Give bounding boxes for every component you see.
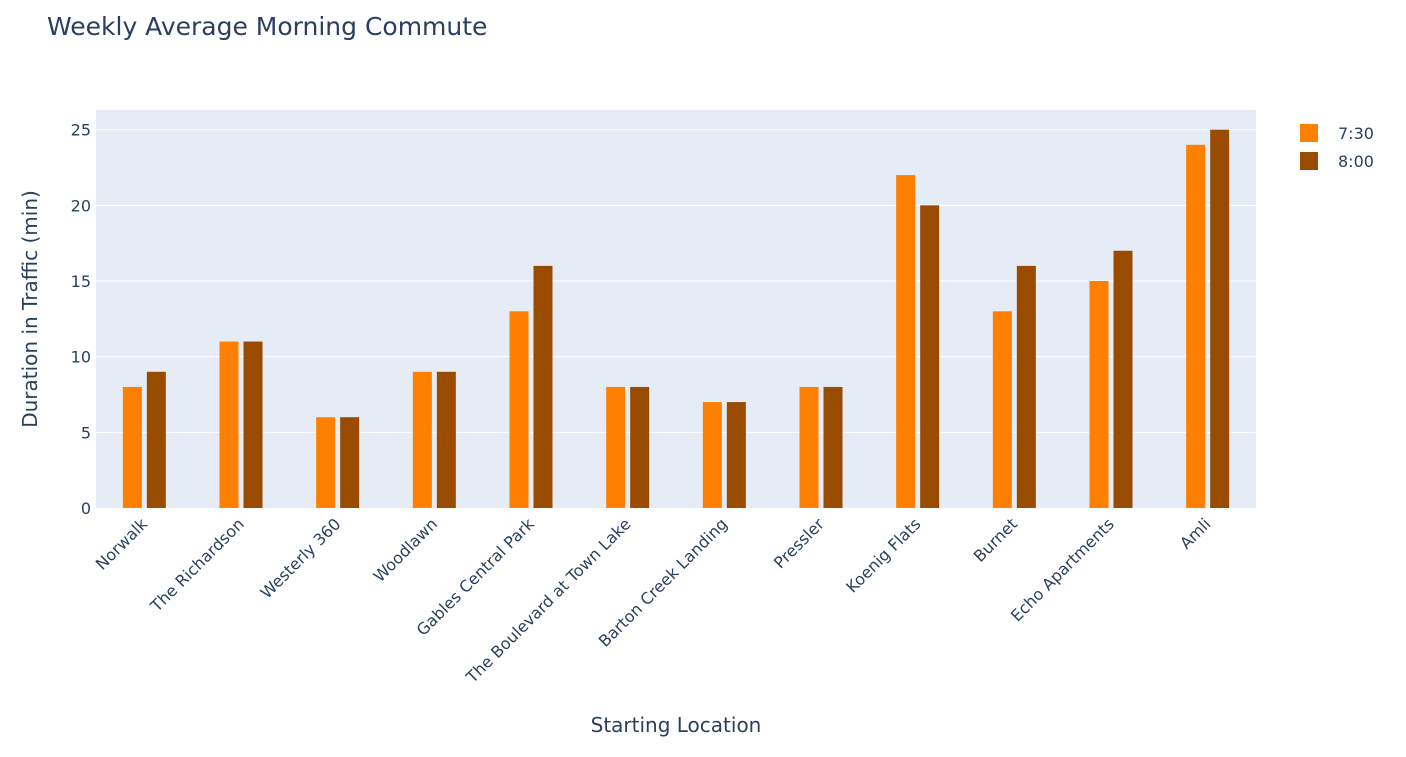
y-tick-labels: 0 5 10 15 20 25 (71, 121, 91, 518)
y-axis-title: Duration in Traffic (min) (18, 190, 42, 428)
y-tick-label: 0 (81, 499, 91, 518)
gridlines (96, 129, 1256, 433)
y-tick-label: 5 (81, 423, 91, 442)
bar-0800[interactable] (340, 417, 360, 508)
bar-0800[interactable] (436, 371, 456, 508)
bar-0800[interactable] (146, 371, 166, 508)
x-tick-label: The Richardson (146, 514, 248, 616)
bar-0730[interactable] (122, 386, 142, 508)
bar-0730[interactable] (799, 386, 819, 508)
bar-0730[interactable] (896, 175, 916, 508)
x-tick-label: Burnet (970, 514, 1021, 565)
bar-0800[interactable] (726, 402, 746, 508)
y-tick-label: 10 (71, 348, 91, 367)
legend-label: 7:30 (1338, 124, 1374, 143)
bar-0800[interactable] (920, 205, 940, 508)
y-tick-label: 25 (71, 121, 91, 140)
x-tick-label: Amli (1176, 514, 1214, 552)
x-tick-label: Westerly 360 (257, 514, 345, 602)
plot-background (96, 110, 1256, 508)
bar-0730[interactable] (219, 341, 239, 508)
y-tick-label: 15 (71, 272, 91, 291)
x-axis-title: Starting Location (591, 713, 762, 737)
y-tick-label: 20 (71, 196, 91, 215)
legend-item[interactable]: 7:30 (1300, 124, 1374, 143)
bars (122, 129, 1230, 508)
bar-0730[interactable] (412, 371, 432, 508)
bar-0730[interactable] (606, 386, 626, 508)
bar-0800[interactable] (243, 341, 263, 508)
legend[interactable]: 7:30 8:00 (1300, 124, 1374, 171)
x-tick-label: The Boulevard at Town Lake (462, 514, 635, 687)
bar-0800[interactable] (823, 386, 843, 508)
legend-label: 8:00 (1338, 152, 1374, 171)
x-tick-label: Echo Apartments (1007, 514, 1118, 625)
bar-0730[interactable] (316, 417, 336, 508)
x-tick-label: Pressler (770, 514, 828, 572)
x-tick-label: Koenig Flats (842, 514, 924, 596)
chart-title: Weekly Average Morning Commute (47, 12, 487, 41)
x-tick-label: Norwalk (92, 514, 152, 574)
bar-0730[interactable] (1186, 144, 1206, 508)
bar-0730[interactable] (1089, 281, 1109, 508)
bar-0800[interactable] (1210, 129, 1230, 508)
legend-swatch (1300, 152, 1318, 170)
bar-0730[interactable] (702, 402, 722, 508)
bar-0800[interactable] (533, 265, 553, 508)
legend-item[interactable]: 8:00 (1300, 152, 1374, 171)
legend-swatch (1300, 124, 1318, 142)
bar-0730[interactable] (992, 311, 1012, 508)
bar-0800[interactable] (1113, 250, 1133, 508)
bar-0730[interactable] (509, 311, 529, 508)
bar-0800[interactable] (1016, 265, 1036, 508)
bar-0800[interactable] (630, 386, 650, 508)
x-tick-label: Woodlawn (370, 514, 441, 585)
